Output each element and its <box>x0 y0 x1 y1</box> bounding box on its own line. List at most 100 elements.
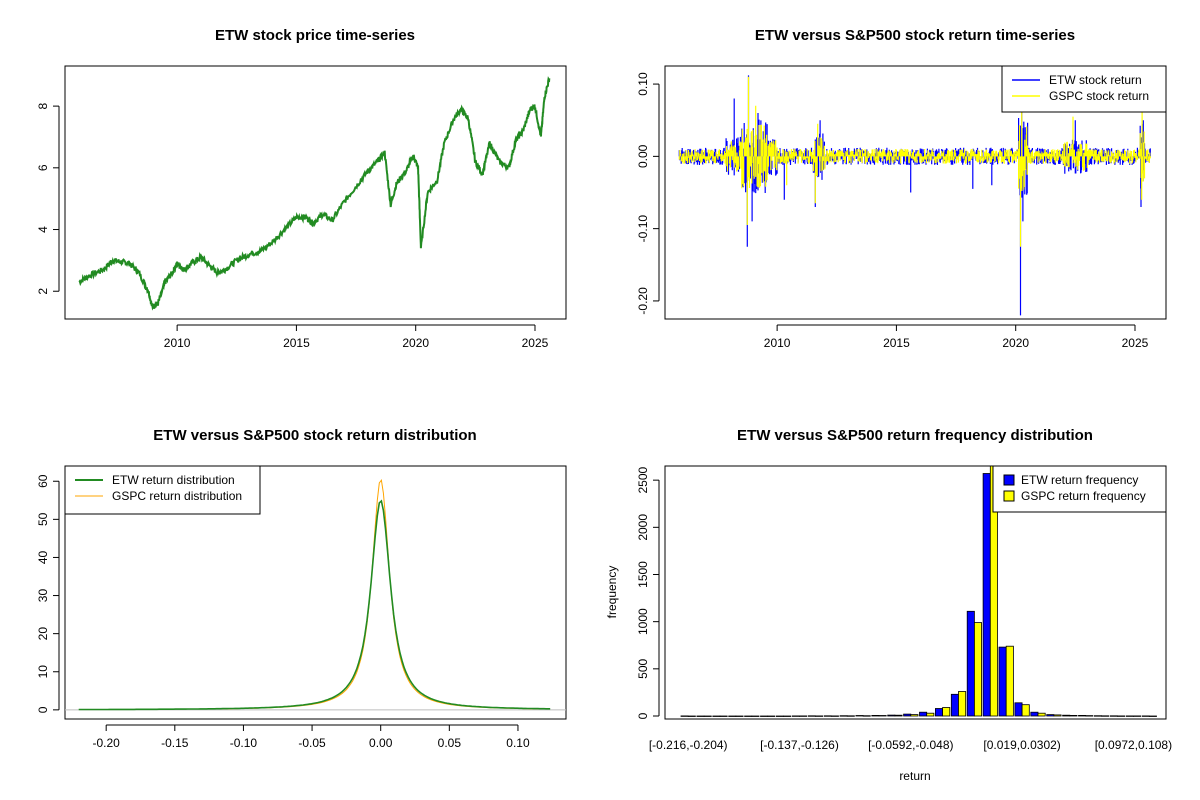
dist-xtick-label: 0.05 <box>438 736 462 750</box>
etw-frequency-bar <box>887 714 896 717</box>
etw-frequency-bar <box>680 715 689 717</box>
etw-frequency-bar <box>855 715 864 717</box>
return-ytick-label: -0.10 <box>636 215 650 243</box>
price-xtick-label: 2025 <box>522 336 549 350</box>
etw-frequency-bar <box>1078 715 1087 717</box>
gspc-frequency-bar <box>862 715 871 717</box>
etw-frequency-bar <box>760 715 769 717</box>
dist-ytick-label: 50 <box>36 512 50 526</box>
price-xtick-label: 2015 <box>283 336 310 350</box>
gspc-frequency-bar <box>974 622 983 717</box>
freq-ytick-label: 1500 <box>636 561 650 588</box>
gspc-frequency-bar <box>1148 715 1157 717</box>
dist-xtick-label: -0.15 <box>161 736 189 750</box>
dist-ytick-label: 20 <box>36 627 50 641</box>
gspc-frequency-bar <box>1101 715 1110 717</box>
gspc-frequency-bar <box>894 714 903 717</box>
freq-ytick-label: 2500 <box>636 466 650 493</box>
freq-legend-box <box>992 465 1167 513</box>
etw-frequency-bar <box>744 715 753 717</box>
gspc-frequency-bar <box>910 714 919 717</box>
return-timeseries-panel: ETW versus S&P500 stock return time-seri… <box>636 27 1167 350</box>
freq-xtick-label: [-0.216,-0.204) <box>649 738 728 752</box>
etw-frequency-bar <box>950 693 959 717</box>
price-timeseries-panel: ETW stock price time-series 2010 2015 2020… <box>36 27 567 350</box>
freq-ytick-label: 500 <box>636 658 650 678</box>
etw-price-line <box>78 76 551 311</box>
gspc-frequency-bar <box>926 712 935 717</box>
dist-ytick-label: 0 <box>36 706 50 713</box>
dist-xtick-label: 0.10 <box>506 736 530 750</box>
price-plot-frame <box>64 65 567 320</box>
return-xtick-label: 2025 <box>1122 336 1149 350</box>
return-legend-box <box>1001 65 1167 113</box>
freq-xtick-label: [0.0972,0.108) <box>1095 738 1172 752</box>
price-ytick-label: 8 <box>36 102 50 109</box>
gspc-frequency-bar <box>767 715 776 717</box>
return-ytick-label: 0.10 <box>636 72 650 96</box>
gspc-frequency-bar <box>830 715 839 717</box>
gspc-frequency-bar <box>1053 714 1062 717</box>
dist-ytick-label: 10 <box>36 665 50 679</box>
etw-frequency-bar <box>935 708 944 717</box>
dist-ytick-label: 30 <box>36 589 50 603</box>
dist-legend-label: GSPC return distribution <box>112 489 242 503</box>
gspc-frequency-bar <box>783 715 792 717</box>
price-ytick-label: 2 <box>36 288 50 295</box>
frequency-xlabel: return <box>899 769 930 783</box>
freq-ytick-label: 2000 <box>636 514 650 541</box>
freq-legend-swatch <box>1003 474 1015 486</box>
price-ytick-label: 4 <box>36 226 50 233</box>
dist-xtick-label: 0.00 <box>369 736 393 750</box>
gspc-frequency-bar <box>1021 704 1030 717</box>
gspc-frequency-bar <box>1085 715 1094 717</box>
gspc-frequency-bar <box>703 715 712 717</box>
price-xtick-label: 2010 <box>164 336 191 350</box>
gspc-frequency-bar <box>815 715 824 717</box>
etw-frequency-bar <box>871 715 880 717</box>
etw-frequency-bar <box>823 715 832 717</box>
gspc-frequency-bar <box>878 715 887 717</box>
dist-legend-label: ETW return distribution <box>112 473 235 487</box>
gspc-frequency-bar <box>942 707 951 717</box>
gspc-frequency-bar <box>958 691 967 717</box>
freq-legend-label: ETW return frequency <box>1021 473 1138 487</box>
frequency-ylabel: frequency <box>605 566 619 619</box>
gspc-frequency-bar <box>1117 715 1126 717</box>
dist-xtick-label: -0.20 <box>92 736 120 750</box>
etw-frequency-bar <box>1062 714 1071 717</box>
etw-frequency-bar <box>966 610 975 717</box>
freq-legend-label: GSPC return frequency <box>1021 489 1146 503</box>
dist-legend-box <box>64 465 261 515</box>
etw-frequency-bar <box>728 715 737 717</box>
price-xtick-label: 2020 <box>402 336 429 350</box>
return-chart-title: ETW versus S&P500 stock return time-seri… <box>755 27 1075 44</box>
etw-frequency-bar <box>807 715 816 717</box>
return-plot-frame <box>664 65 1167 320</box>
gspc-return-series <box>678 76 1151 247</box>
etw-frequency-bar <box>1094 715 1103 717</box>
gspc-frequency-bar <box>1069 715 1078 717</box>
gspc-frequency-bar <box>1037 712 1046 717</box>
gspc-frequency-bar <box>799 715 808 717</box>
return-xtick-label: 2010 <box>764 336 791 350</box>
frequency-plot-frame <box>664 465 1167 720</box>
etw-frequency-bar <box>839 715 848 717</box>
etw-frequency-bar <box>1109 715 1118 717</box>
price-ytick-label: 6 <box>36 164 50 171</box>
return-xtick-label: 2015 <box>883 336 910 350</box>
return-legend-label: GSPC stock return <box>1049 89 1149 103</box>
etw-frequency-bar <box>1141 715 1150 717</box>
distribution-plot-frame <box>64 465 567 720</box>
price-chart-title: ETW stock price time-series <box>215 27 415 44</box>
gspc-frequency-bar <box>1005 645 1014 717</box>
gspc-frequency-bar <box>1133 715 1142 717</box>
freq-ytick-label: 1000 <box>636 608 650 635</box>
freq-xtick-label: [0.019,0.0302) <box>983 738 1060 752</box>
frequency-distribution-panel: ETW versus S&P500 return frequency distr… <box>605 427 1172 783</box>
etw-frequency-bar <box>982 473 991 717</box>
etw-frequency-bar <box>1046 714 1055 717</box>
dist-ytick-label: 60 <box>36 474 50 488</box>
gspc-frequency-bar <box>735 715 744 717</box>
